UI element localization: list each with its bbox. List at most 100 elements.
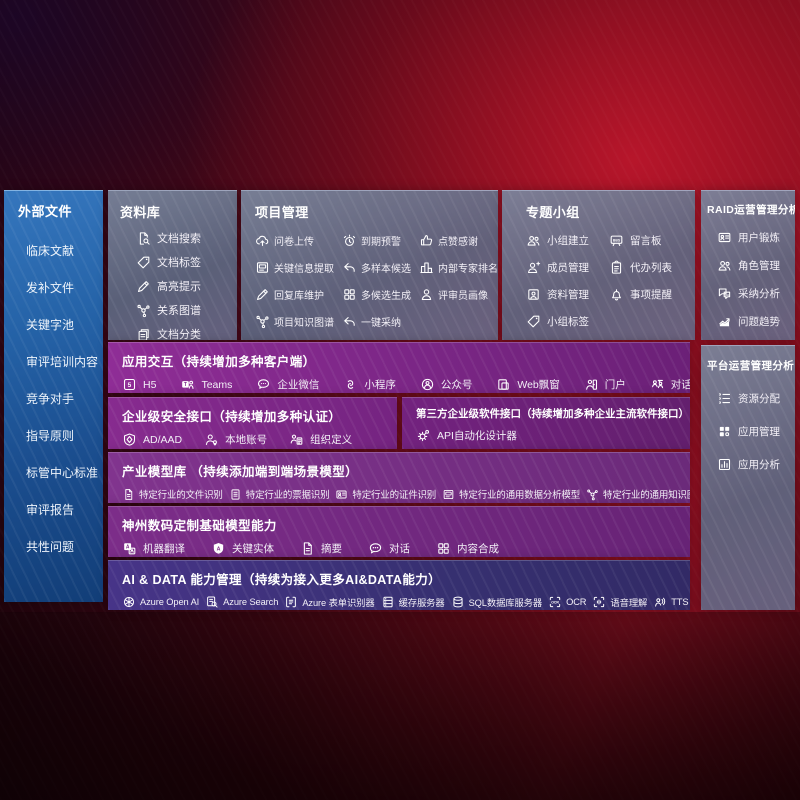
feature-item: H5: [122, 377, 156, 392]
feature-item-label: 应用管理: [738, 426, 780, 438]
sidebar-item: 关键字池: [26, 316, 99, 333]
gear-api-icon: [416, 428, 431, 443]
feature-item: 一键采纳: [342, 314, 411, 329]
grid-icon: [342, 287, 357, 302]
feature-item-label: Teams: [201, 378, 233, 391]
feature-item-label: 应用分析: [738, 459, 780, 471]
tag-icon: [136, 255, 151, 270]
row-title: AI & DATA 能力管理（持续为接入更多AI&DATA能力）: [122, 573, 442, 587]
frame-icon: [255, 260, 270, 275]
industry-model-library-row: 产业模型库 （持续添加端到端场景模型） 特定行业的文件识别 特定行业的票据识别 …: [108, 452, 690, 503]
feature-item-label: 缓存服务器: [398, 598, 445, 608]
feature-item: 内容合成: [436, 541, 499, 556]
raid-operations-panel: RAID运营管理分析 用户锻炼 角色管理 采纳分析 问题趋势: [701, 190, 795, 340]
chat-icon: [368, 541, 383, 556]
feature-item: 评审员画像: [419, 287, 498, 302]
panel-title: 平台运营管理分析: [707, 360, 795, 372]
feature-item: 回复库维护: [255, 287, 334, 302]
feature-item: 特定行业的文件识别: [122, 487, 223, 501]
list-icon: [717, 391, 732, 406]
feature-item: 门户: [584, 377, 626, 392]
feature-list: 资源分配 应用管理 应用分析: [707, 391, 792, 472]
sidebar-item: 审评培训内容: [26, 353, 99, 370]
form-icon: [284, 595, 298, 609]
feature-item: 留言板: [609, 233, 672, 248]
feature-item: 摘要: [300, 541, 342, 556]
feature-item-label: 关系图谱: [157, 305, 201, 317]
row-title: 应用交互（持续增加多种客户端）: [122, 355, 316, 369]
sidebar-item-label: 共性问题: [26, 540, 75, 554]
feature-item: 问卷上传: [255, 233, 334, 248]
feature-item-label: 小组建立: [547, 235, 589, 247]
feature-item: 特定行业的票据识别: [229, 487, 330, 501]
feature-item: 事项提醒: [609, 287, 672, 302]
row-title: 第三方企业级软件接口（持续增加多种企业主流软件接口）: [416, 408, 689, 420]
custom-base-model-row: 神州数码定制基础模型能力 机器翻译 关键实体 摘要 对话 内容合成: [108, 506, 690, 557]
feature-item-label: 小程序: [364, 379, 396, 391]
feature-item: Teams: [180, 377, 232, 392]
feature-item-label: Azure 表单识别器: [302, 598, 375, 608]
panel-title: 外部文件: [18, 204, 73, 219]
feature-item: SQL数据库服务器: [451, 595, 542, 609]
feature-item-label: 门户: [604, 379, 626, 391]
feature-row: AD/AAD 本地账号 组织定义: [122, 432, 383, 447]
translate-icon: [122, 541, 137, 556]
feature-row: API自动化设计器: [416, 428, 676, 443]
feature-row: Azure Open AI Azure Search Azure 表单识别器 缓…: [122, 595, 689, 609]
feature-item-label: 成员管理: [547, 262, 589, 274]
people-icon: [717, 258, 732, 273]
feature-item-label: 用户锻炼: [738, 232, 780, 244]
chart-box-icon: [717, 457, 732, 472]
graph-icon: [586, 488, 599, 501]
tts-icon: [653, 595, 667, 609]
cloud-upload-icon: [255, 233, 270, 248]
tag-icon: [526, 314, 541, 329]
feature-item-label: Web飘窗: [517, 379, 560, 391]
clipboard-icon: [609, 260, 624, 275]
feature-item-label: 问卷上传: [274, 237, 314, 248]
database-icon: [451, 595, 465, 609]
feature-item-label: 问题趋势: [738, 316, 780, 328]
teams-icon: [180, 377, 195, 392]
feature-item: 项目知识图谱: [255, 314, 334, 329]
feature-item: 小组标签: [526, 314, 589, 329]
feature-item-label: 组织定义: [310, 434, 353, 446]
feature-item: TTS: [653, 595, 689, 609]
feature-item: 关键实体: [211, 541, 274, 556]
server-icon: [381, 595, 395, 609]
feature-item: 用户锻炼: [717, 230, 792, 245]
sidebar-item-label: 竞争对手: [26, 392, 75, 406]
feature-item: 问题趋势: [717, 314, 792, 329]
third-party-interface-row: 第三方企业级软件接口（持续增加多种企业主流软件接口） API自动化设计器: [402, 397, 690, 449]
library-panel: 资料库 文档搜索 文档标签 高亮提示 关系图谱 文档分类: [108, 190, 237, 340]
feature-item-label: 内部专家排名: [438, 264, 498, 275]
row-title: 神州数码定制基础模型能力: [122, 519, 277, 533]
feature-item: Web飘窗: [496, 377, 560, 392]
chat-people-icon: [650, 377, 665, 392]
feature-item: 资料管理: [526, 287, 589, 302]
sidebar-item-label: 发补文件: [26, 281, 75, 295]
feature-item: 组织定义: [289, 432, 352, 447]
feature-item: 缓存服务器: [381, 595, 445, 609]
wechat-work-icon: [256, 377, 271, 392]
sidebar-item-label: 关键字池: [26, 318, 75, 332]
feature-item: 文档分类: [136, 326, 231, 340]
feature-item-label: SQL数据库服务器: [468, 598, 543, 608]
feature-item: 特定行业的通用知识图谱模型: [586, 487, 690, 501]
doc-icon: [300, 541, 315, 556]
receipt-icon: [229, 488, 242, 501]
security-interface-row: 企业级安全接口（持续增加多种认证） AD/AAD 本地账号 组织定义: [108, 397, 397, 449]
topic-groups-panel: 专题小组 小组建立 成员管理 资料管理 小组标签 留言板: [502, 190, 695, 340]
feature-item: 企业微信: [256, 377, 319, 392]
app-interaction-row: 应用交互（持续增加多种客户端） H5 Teams 企业微信 小程序 公众号: [108, 342, 690, 393]
feature-item: 采纳分析: [717, 286, 792, 301]
feature-item-label: 公众号: [440, 379, 473, 391]
feature-list: 用户锻炼 角色管理 采纳分析 问题趋势: [707, 230, 792, 329]
feature-item-label: 对话: [389, 543, 410, 555]
sidebar-item: 竞争对手: [26, 390, 99, 407]
feature-item: 多候选生成: [342, 287, 411, 302]
ocr-icon: [548, 595, 562, 609]
feature-item: 内部专家排名: [419, 260, 498, 275]
feature-item-label: 文档搜索: [157, 233, 201, 245]
